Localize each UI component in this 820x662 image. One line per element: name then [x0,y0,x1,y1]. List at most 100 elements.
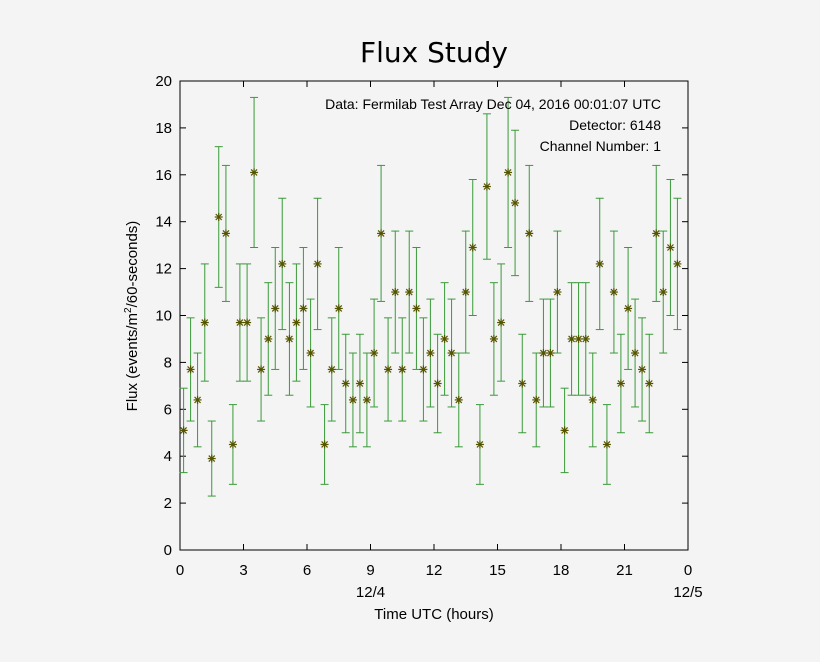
data-point [362,395,371,404]
data-point [292,318,301,327]
y-axis-label: Flux (events/m2/60-seconds) [123,221,141,412]
data-point [207,454,216,463]
data-point [560,426,569,435]
data-point [581,334,590,343]
data-point [391,288,400,297]
data-point [278,259,287,268]
data-point [539,349,548,358]
x-tick-label: 6 [303,562,311,579]
data-point [433,379,442,388]
y-tick-label: 12 [155,261,172,278]
y-axis-label-superscript: 2 [123,307,134,313]
data-point [546,349,555,358]
data-point [271,304,280,313]
x-date-label: 12/5 [673,584,702,601]
data-point [673,259,682,268]
annotation-detector: Detector: 6148 [569,117,661,133]
x-tick-label: 15 [489,562,506,579]
data-point [638,365,647,374]
data-point [341,379,350,388]
data-point [412,304,421,313]
y-tick-label: 16 [155,167,172,184]
data-point [327,365,336,374]
annotation-channel: Channel Number: 1 [540,138,662,154]
y-tick-label: 6 [164,401,172,418]
chart-title: Flux Study [360,36,508,69]
y-tick-label: 8 [164,354,172,371]
data-point [588,395,597,404]
data-point [426,349,435,358]
x-tick-label: 12 [426,562,443,579]
data-point [221,229,230,238]
data-point [666,243,675,252]
data-point [285,334,294,343]
data-point [525,229,534,238]
data-point [631,349,640,358]
data-point [193,395,202,404]
x-tick-label: 9 [366,562,374,579]
data-point [489,334,498,343]
data-point [447,349,456,358]
data-point [616,379,625,388]
data-point [370,349,379,358]
y-tick-label: 2 [164,495,172,512]
data-point [504,168,513,177]
data-point [602,440,611,449]
data-point [320,440,329,449]
x-tick-label: 21 [616,562,633,579]
y-tick-label: 18 [155,120,172,137]
data-point [419,365,428,374]
data-points [179,168,682,463]
axis-ticks: 0 3 6 9 12 15 18 21 0 12/4 12/5 0 2 4 6 8 10 12 14 16 18 20 [155,73,702,601]
data-point [398,365,407,374]
x-tick-label: 0 [684,562,692,579]
data-point [511,198,520,207]
data-point [595,259,604,268]
x-tick-label: 0 [176,562,184,579]
data-point [186,365,195,374]
data-point [440,334,449,343]
data-point [482,182,491,191]
data-point [235,318,244,327]
y-tick-label: 4 [164,448,172,465]
x-tick-label: 18 [553,562,570,579]
data-point [468,243,477,252]
data-point [299,304,308,313]
data-point [609,288,618,297]
data-point [200,318,209,327]
annotation-data-source: Data: Fermilab Test Array Dec 04, 2016 0… [325,96,661,112]
x-axis-label: Time UTC (hours) [374,606,493,623]
error-bars [179,96,682,497]
data-point [553,288,562,297]
data-point [348,395,357,404]
data-point [384,365,393,374]
y-tick-label: 14 [155,214,172,231]
data-point [574,334,583,343]
data-point [475,440,484,449]
y-axis-label-prefix: Flux (events/m [124,313,141,411]
data-point [532,395,541,404]
y-tick-label: 10 [155,308,172,325]
data-point [334,304,343,313]
data-point [567,334,576,343]
data-point [250,168,259,177]
x-date-label: 12/4 [356,584,385,601]
data-point [405,288,414,297]
data-point [377,229,386,238]
data-point [518,379,527,388]
data-point [228,440,237,449]
data-point [306,349,315,358]
data-point [454,395,463,404]
data-point [497,318,506,327]
y-axis-label-suffix: /60-seconds) [124,221,141,308]
data-point [461,288,470,297]
data-point [652,229,661,238]
data-point [624,304,633,313]
data-point [264,334,273,343]
data-point [243,318,252,327]
data-point [355,379,364,388]
data-point [645,379,654,388]
data-point [659,288,668,297]
